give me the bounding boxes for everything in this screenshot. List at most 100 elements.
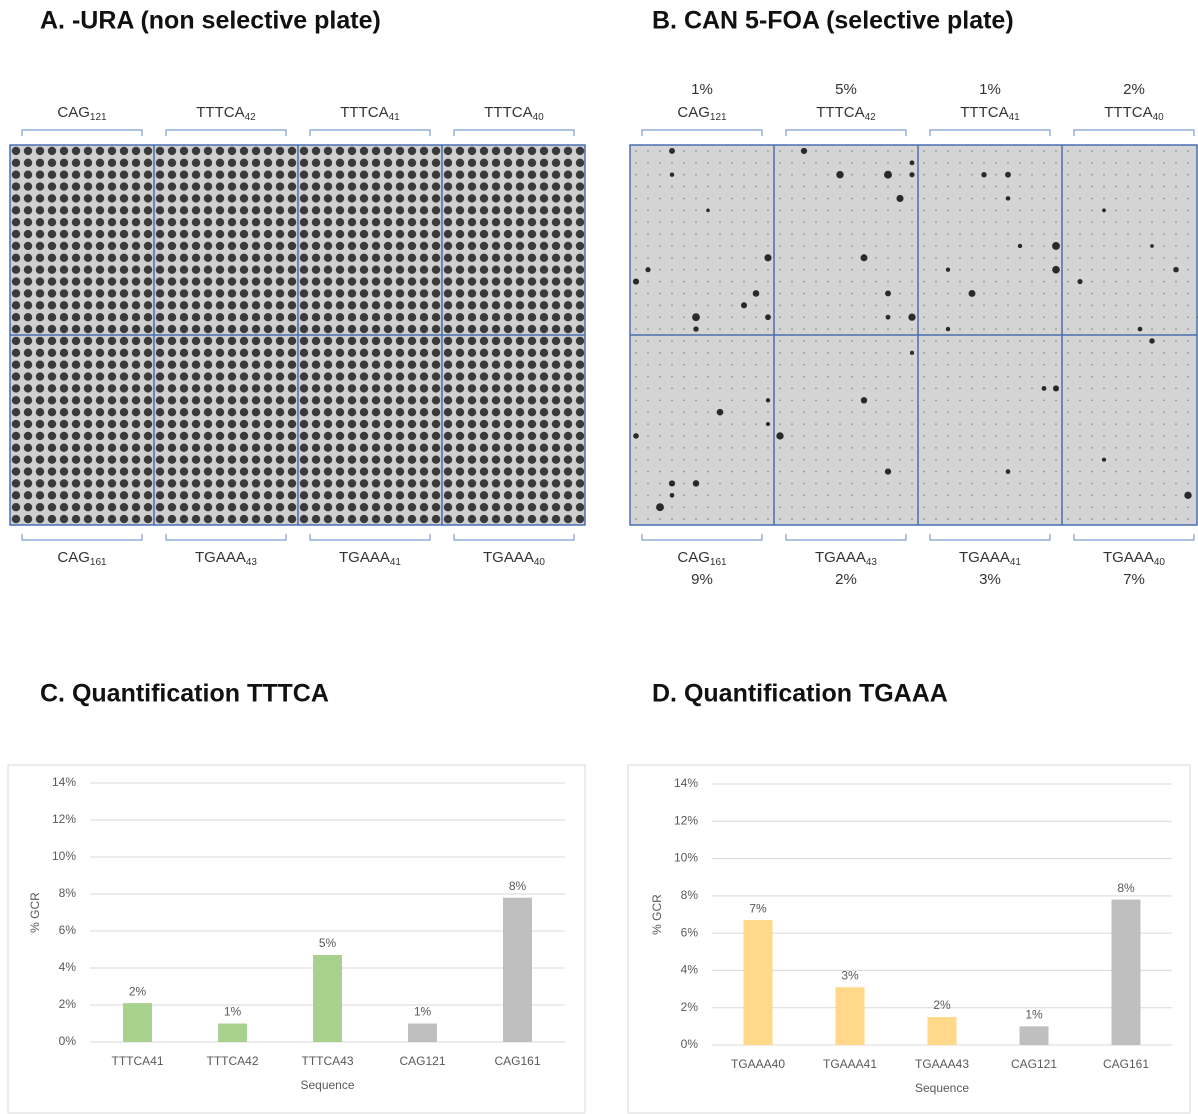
colony [396, 467, 404, 475]
colony [132, 313, 140, 321]
colony [540, 301, 548, 309]
spot [875, 174, 877, 176]
spot [671, 388, 673, 390]
spot [1079, 471, 1081, 473]
colony [564, 254, 572, 262]
colony [180, 384, 188, 392]
spot [1115, 471, 1117, 473]
colony [516, 455, 524, 463]
colony [552, 254, 560, 262]
colony [180, 515, 188, 523]
spot [695, 459, 697, 461]
spot [887, 150, 889, 152]
colony [456, 289, 464, 297]
spot [767, 483, 769, 485]
spot [1043, 459, 1045, 461]
spot [1103, 198, 1105, 200]
spot [635, 495, 637, 497]
colony [444, 503, 452, 511]
colony [144, 182, 152, 190]
spot [851, 471, 853, 473]
colony [336, 194, 344, 202]
spot [803, 316, 805, 318]
colony [516, 337, 524, 345]
spot [1019, 518, 1021, 520]
colony [384, 372, 392, 380]
colony [204, 265, 212, 273]
spot [995, 305, 997, 307]
spot [647, 198, 649, 200]
colony [252, 420, 260, 428]
colony [192, 408, 200, 416]
spot [1031, 221, 1033, 223]
spot [947, 423, 949, 425]
colony [84, 182, 92, 190]
spot [1163, 400, 1165, 402]
colony [384, 337, 392, 345]
colony [144, 360, 152, 368]
colony [276, 420, 284, 428]
bracket [454, 130, 574, 136]
spot [1187, 411, 1189, 413]
colony [72, 396, 80, 404]
colony [516, 313, 524, 321]
colony [540, 277, 548, 285]
spot [683, 198, 685, 200]
spot [1151, 150, 1153, 152]
colony [228, 384, 236, 392]
colony [396, 301, 404, 309]
spot [1079, 257, 1081, 259]
colony [276, 491, 284, 499]
colony [492, 265, 500, 273]
colony [564, 455, 572, 463]
spot [1127, 495, 1129, 497]
spot [1115, 174, 1117, 176]
colony [24, 289, 32, 297]
colony [60, 218, 68, 226]
colony [216, 170, 224, 178]
colony [96, 408, 104, 416]
spot [1079, 269, 1081, 271]
colony [372, 360, 380, 368]
colony [576, 479, 584, 487]
spot [635, 376, 637, 378]
spot [959, 459, 961, 461]
spot [1103, 340, 1105, 342]
spot [1103, 400, 1105, 402]
colony [288, 432, 296, 440]
colony [540, 396, 548, 404]
colony [540, 170, 548, 178]
spot [875, 495, 877, 497]
colony [36, 420, 44, 428]
colony [120, 444, 128, 452]
spot [1151, 293, 1153, 295]
spot [875, 186, 877, 188]
colony [48, 384, 56, 392]
colony [144, 420, 152, 428]
colony [252, 455, 260, 463]
spot [671, 411, 673, 413]
plate-label: CAG121 [57, 104, 107, 123]
spot [959, 518, 961, 520]
spot [1031, 150, 1033, 152]
colony [492, 408, 500, 416]
spot [743, 435, 745, 437]
colony [492, 503, 500, 511]
colony [504, 360, 512, 368]
spot [635, 150, 637, 152]
colony [264, 408, 272, 416]
colony [540, 325, 548, 333]
colony [180, 206, 188, 214]
y-tick-label: 0% [59, 1034, 77, 1048]
spot [959, 400, 961, 402]
colony [144, 206, 152, 214]
spot [683, 364, 685, 366]
colony [420, 420, 428, 428]
spot [1187, 483, 1189, 485]
colony [348, 384, 356, 392]
colony [504, 491, 512, 499]
spot [839, 388, 841, 390]
spot [899, 506, 901, 508]
spot [1043, 400, 1045, 402]
colony [240, 218, 248, 226]
